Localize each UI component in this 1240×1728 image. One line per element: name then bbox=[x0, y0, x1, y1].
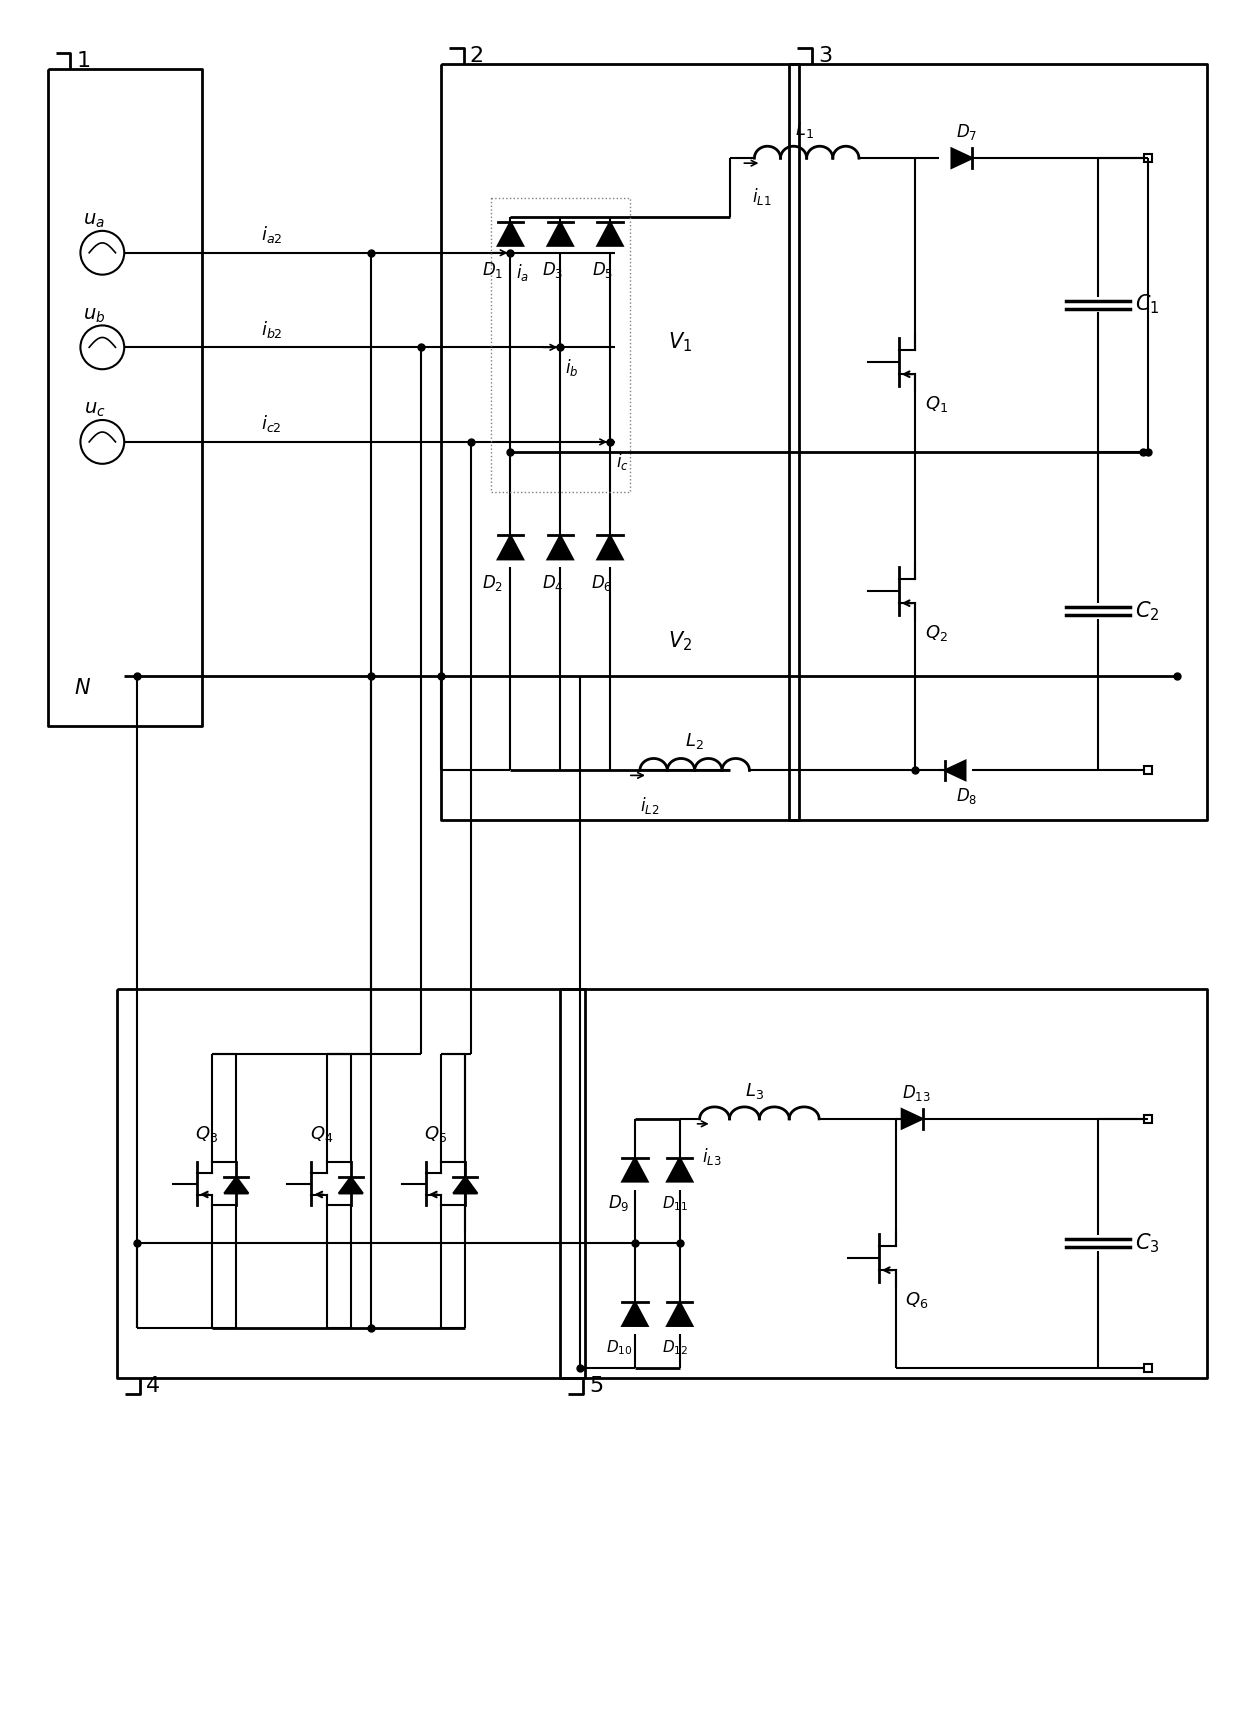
Text: $C_2$: $C_2$ bbox=[1136, 600, 1159, 622]
Polygon shape bbox=[548, 536, 573, 560]
Polygon shape bbox=[339, 1177, 363, 1194]
Text: $D_{11}$: $D_{11}$ bbox=[662, 1194, 688, 1213]
Text: $C_1$: $C_1$ bbox=[1136, 292, 1159, 316]
Polygon shape bbox=[945, 760, 966, 779]
Polygon shape bbox=[454, 1177, 477, 1194]
Text: $N$: $N$ bbox=[74, 677, 91, 698]
Text: $u_b$: $u_b$ bbox=[83, 306, 105, 325]
Text: $L_2$: $L_2$ bbox=[686, 731, 704, 750]
Polygon shape bbox=[598, 536, 622, 560]
Text: $D_{13}$: $D_{13}$ bbox=[903, 1083, 931, 1102]
Polygon shape bbox=[224, 1177, 248, 1194]
Text: $Q_5$: $Q_5$ bbox=[424, 1123, 448, 1144]
Text: $u_c$: $u_c$ bbox=[83, 401, 105, 420]
Text: $D_4$: $D_4$ bbox=[542, 574, 563, 593]
Text: $Q_1$: $Q_1$ bbox=[925, 394, 949, 415]
Polygon shape bbox=[667, 1301, 692, 1325]
Text: $Q_6$: $Q_6$ bbox=[905, 1291, 929, 1310]
Polygon shape bbox=[951, 149, 972, 168]
Text: 2: 2 bbox=[470, 45, 484, 66]
Polygon shape bbox=[622, 1158, 647, 1182]
Text: $Q_3$: $Q_3$ bbox=[195, 1123, 218, 1144]
Text: $D_8$: $D_8$ bbox=[956, 786, 977, 807]
Text: $i_{a2}$: $i_{a2}$ bbox=[260, 225, 283, 245]
Text: $D_1$: $D_1$ bbox=[482, 259, 503, 280]
Text: 4: 4 bbox=[146, 1375, 160, 1396]
Text: $i_{L3}$: $i_{L3}$ bbox=[702, 1146, 722, 1166]
Text: $D_6$: $D_6$ bbox=[591, 574, 613, 593]
Text: $i_{L1}$: $i_{L1}$ bbox=[751, 185, 771, 207]
Text: $C_3$: $C_3$ bbox=[1136, 1232, 1159, 1255]
Text: $i_b$: $i_b$ bbox=[565, 356, 579, 378]
Text: $i_{L2}$: $i_{L2}$ bbox=[640, 795, 660, 816]
Polygon shape bbox=[548, 221, 573, 245]
Text: $L_3$: $L_3$ bbox=[745, 1082, 764, 1101]
Polygon shape bbox=[497, 221, 523, 245]
Text: $D_{12}$: $D_{12}$ bbox=[662, 1339, 688, 1356]
Text: 5: 5 bbox=[589, 1375, 603, 1396]
Text: $L_1$: $L_1$ bbox=[795, 121, 813, 140]
Text: 3: 3 bbox=[818, 45, 832, 66]
Text: $Q_2$: $Q_2$ bbox=[925, 624, 949, 643]
Text: $i_{b2}$: $i_{b2}$ bbox=[260, 320, 283, 340]
Text: $i_{c2}$: $i_{c2}$ bbox=[262, 413, 281, 434]
Text: $D_7$: $D_7$ bbox=[956, 123, 977, 142]
Polygon shape bbox=[901, 1109, 923, 1128]
Text: $D_9$: $D_9$ bbox=[609, 1194, 630, 1213]
Polygon shape bbox=[667, 1158, 692, 1182]
Text: $V_1$: $V_1$ bbox=[667, 330, 692, 354]
Text: $D_2$: $D_2$ bbox=[482, 574, 503, 593]
Text: $D_5$: $D_5$ bbox=[591, 259, 613, 280]
Polygon shape bbox=[497, 536, 523, 560]
Polygon shape bbox=[622, 1301, 647, 1325]
Text: $D_3$: $D_3$ bbox=[542, 259, 563, 280]
Text: $Q_4$: $Q_4$ bbox=[310, 1123, 334, 1144]
Polygon shape bbox=[598, 221, 622, 245]
Text: $i_c$: $i_c$ bbox=[615, 451, 629, 472]
Text: 1: 1 bbox=[77, 50, 91, 71]
Text: $V_2$: $V_2$ bbox=[667, 629, 692, 653]
Text: $u_a$: $u_a$ bbox=[83, 213, 105, 230]
Text: $D_{10}$: $D_{10}$ bbox=[605, 1339, 632, 1356]
Text: $i_a$: $i_a$ bbox=[516, 263, 529, 283]
